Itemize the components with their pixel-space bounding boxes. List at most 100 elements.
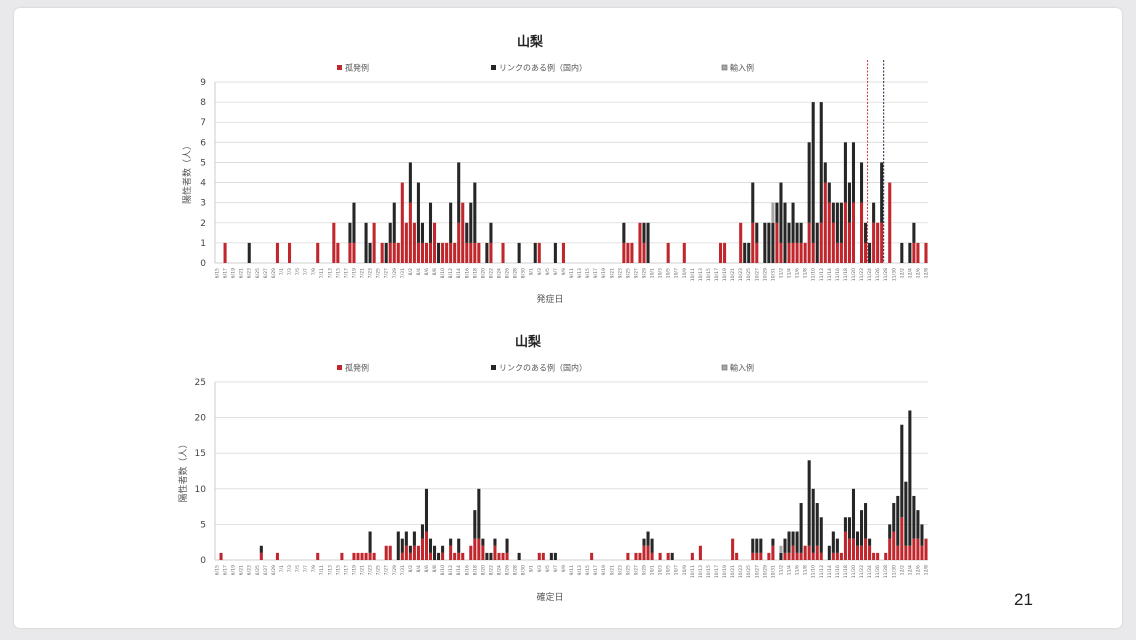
bar-sporadic	[348, 242, 352, 263]
y-tick-label: 9	[200, 78, 206, 88]
bar-sporadic	[666, 552, 670, 560]
bar-sporadic	[561, 242, 565, 263]
bar-linked	[864, 222, 868, 243]
bar-linked	[489, 222, 493, 243]
bar-linked	[892, 503, 896, 532]
bar-linked	[783, 538, 787, 553]
x-tick-label: 9/17	[593, 565, 599, 575]
legend-label-imported: 輸入例	[730, 363, 754, 373]
bar-linked	[469, 202, 473, 243]
x-tick-label: 8/10	[440, 565, 446, 575]
bar-sporadic	[384, 545, 388, 560]
bar-linked	[646, 531, 650, 546]
x-tick-label: 9/5	[545, 565, 551, 572]
bar-sporadic	[630, 242, 634, 263]
bar-sporadic	[352, 242, 356, 263]
bar-linked	[843, 517, 847, 532]
bar-sporadic	[799, 242, 803, 263]
bar-sporadic	[799, 552, 803, 560]
bar-sporadic	[827, 202, 831, 263]
x-tick-label: 8/12	[448, 268, 454, 278]
legend-swatch-imported	[721, 64, 728, 71]
bar-sporadic	[912, 242, 916, 263]
bar-linked	[437, 552, 441, 560]
x-tick-label: 11/12	[819, 268, 825, 281]
legend-label-imported: 輸入例	[730, 63, 754, 73]
bar-linked	[851, 142, 856, 203]
x-tick-label: 8/26	[505, 565, 511, 575]
x-tick-label: 10/1	[650, 268, 656, 278]
bar-sporadic	[868, 545, 872, 560]
bar-sporadic	[775, 222, 779, 263]
bar-sporadic	[864, 242, 868, 263]
bar-sporadic	[787, 242, 791, 263]
x-tick-label: 7/9	[311, 565, 317, 572]
x-tick-label: 9/15	[585, 565, 591, 575]
bar-sporadic	[404, 545, 408, 560]
bar-sporadic	[400, 182, 404, 263]
bar-sporadic	[388, 242, 392, 263]
x-tick-label: 7/11	[319, 268, 325, 278]
bar-sporadic	[332, 222, 336, 263]
bar-linked	[477, 488, 481, 539]
bar-sporadic	[835, 242, 839, 263]
x-tick-label: 9/21	[609, 565, 615, 575]
bar-linked	[847, 182, 851, 223]
bar-sporadic	[783, 552, 787, 560]
bar-linked	[779, 552, 783, 560]
y-tick-label: 7	[200, 118, 206, 128]
bar-linked	[457, 162, 461, 223]
bar-linked	[868, 242, 872, 263]
bar-linked	[670, 552, 674, 560]
bar-sporadic	[493, 545, 497, 560]
x-tick-label: 8/26	[505, 268, 511, 278]
x-tick-label: 11/8	[803, 565, 809, 575]
bar-sporadic	[876, 222, 880, 263]
bar-sporadic	[666, 242, 670, 263]
x-tick-label: 7/19	[351, 565, 357, 575]
bar-sporadic	[489, 242, 493, 263]
bar-sporadic	[537, 242, 541, 263]
x-tick-label: 7/21	[360, 268, 366, 278]
bar-sporadic	[888, 538, 892, 560]
x-tick-label: 10/13	[698, 268, 704, 281]
x-tick-label: 8/6	[424, 268, 430, 275]
y-tick-label: 25	[195, 378, 206, 388]
bar-linked	[835, 538, 839, 553]
x-tick-label: 7/1	[279, 565, 285, 572]
bar-sporadic	[469, 545, 473, 560]
x-tick-label: 8/8	[432, 565, 438, 572]
bar-linked	[505, 538, 509, 553]
bar-sporadic	[916, 538, 920, 560]
bar-linked	[827, 182, 831, 203]
x-tick-label: 11/14	[827, 565, 833, 578]
bar-sporadic	[815, 545, 819, 560]
x-tick-label: 8/30	[521, 565, 527, 575]
bar-sporadic	[457, 552, 461, 560]
x-tick-label: 11/20	[851, 268, 857, 281]
x-tick-label: 8/22	[488, 268, 494, 278]
bar-sporadic	[316, 552, 320, 560]
bar-linked	[795, 222, 799, 243]
bar-sporadic	[638, 552, 642, 560]
x-tick-label: 10/29	[762, 268, 768, 281]
bar-sporadic	[860, 202, 864, 263]
bar-sporadic	[219, 552, 223, 560]
legend-swatch-linked	[491, 65, 496, 70]
bar-sporadic	[638, 222, 642, 263]
bar-linked	[868, 538, 872, 546]
bar-sporadic	[428, 552, 433, 560]
x-tick-label: 8/18	[472, 268, 478, 278]
bar-sporadic	[433, 222, 437, 263]
bar-linked	[900, 424, 904, 518]
bar-linked	[481, 538, 485, 546]
x-tick-label: 12/6	[915, 565, 921, 575]
bar-sporadic	[831, 222, 835, 263]
bar-sporadic	[864, 538, 868, 560]
bar-linked	[831, 202, 835, 223]
bar-sporadic	[400, 552, 404, 560]
x-tick-label: 8/20	[480, 565, 486, 575]
bar-sporadic	[759, 552, 763, 560]
x-axis-title: 確定日	[536, 591, 563, 603]
x-tick-label: 7/23	[368, 268, 374, 278]
